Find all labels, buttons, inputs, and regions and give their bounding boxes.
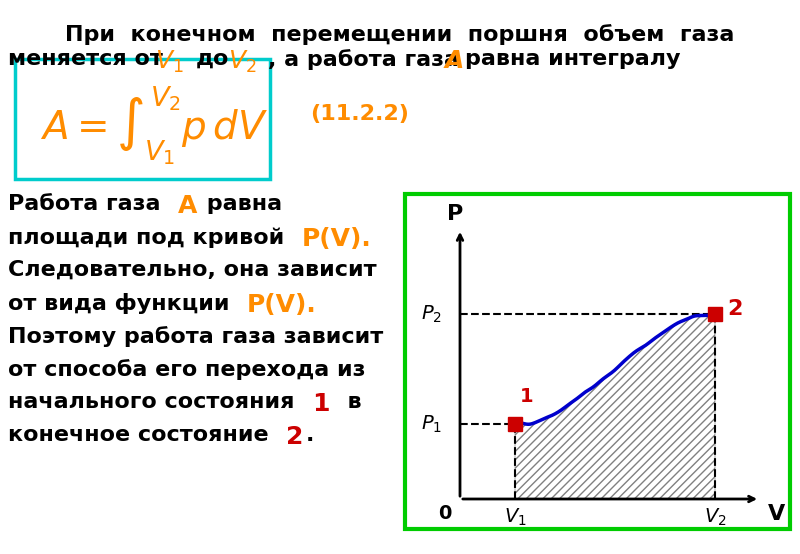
Text: $V_1$: $V_1$ <box>155 49 184 75</box>
Text: от способа его перехода из: от способа его перехода из <box>8 359 366 380</box>
Text: равна интегралу: равна интегралу <box>465 49 681 69</box>
Text: от вида функции: от вида функции <box>8 293 245 314</box>
Text: начального состояния: начального состояния <box>8 392 310 412</box>
Text: V: V <box>768 504 786 524</box>
Text: $V_2$: $V_2$ <box>704 507 726 529</box>
FancyBboxPatch shape <box>405 194 790 529</box>
FancyBboxPatch shape <box>15 59 270 179</box>
Text: Поэтому работа газа зависит: Поэтому работа газа зависит <box>8 326 383 347</box>
Text: Следовательно, она зависит: Следовательно, она зависит <box>8 260 377 280</box>
Text: 1: 1 <box>520 387 534 406</box>
Text: конечное состояние: конечное состояние <box>8 425 284 445</box>
Text: При  конечном  перемещении  поршня  объем  газа: При конечном перемещении поршня объем га… <box>66 24 734 45</box>
Text: (11.2.2): (11.2.2) <box>310 104 409 124</box>
Text: 0: 0 <box>438 504 452 523</box>
Text: P: P <box>447 204 463 224</box>
Text: Работа газа: Работа газа <box>8 194 176 214</box>
Text: A: A <box>445 49 464 73</box>
Text: $V_1$: $V_1$ <box>504 507 526 529</box>
Text: 2: 2 <box>286 425 303 449</box>
Text: $P_1$: $P_1$ <box>421 413 442 435</box>
Text: $P_2$: $P_2$ <box>421 304 442 325</box>
Text: 2: 2 <box>727 299 742 319</box>
Text: $A = \int_{V_1}^{V_2} p\,dV$: $A = \int_{V_1}^{V_2} p\,dV$ <box>40 84 268 167</box>
Polygon shape <box>515 314 715 499</box>
Text: 1: 1 <box>312 392 330 416</box>
Text: равна: равна <box>199 194 282 214</box>
Text: , а работа газа: , а работа газа <box>268 49 459 70</box>
Text: P(V).: P(V). <box>247 293 317 317</box>
Text: до: до <box>196 49 230 69</box>
Text: меняется от: меняется от <box>8 49 163 69</box>
Text: А: А <box>178 194 198 218</box>
Text: .: . <box>306 425 314 445</box>
Text: площади под кривой: площади под кривой <box>8 227 300 248</box>
Text: $V_2$: $V_2$ <box>228 49 257 75</box>
Text: в: в <box>331 392 361 412</box>
Text: P(V).: P(V). <box>302 227 371 251</box>
